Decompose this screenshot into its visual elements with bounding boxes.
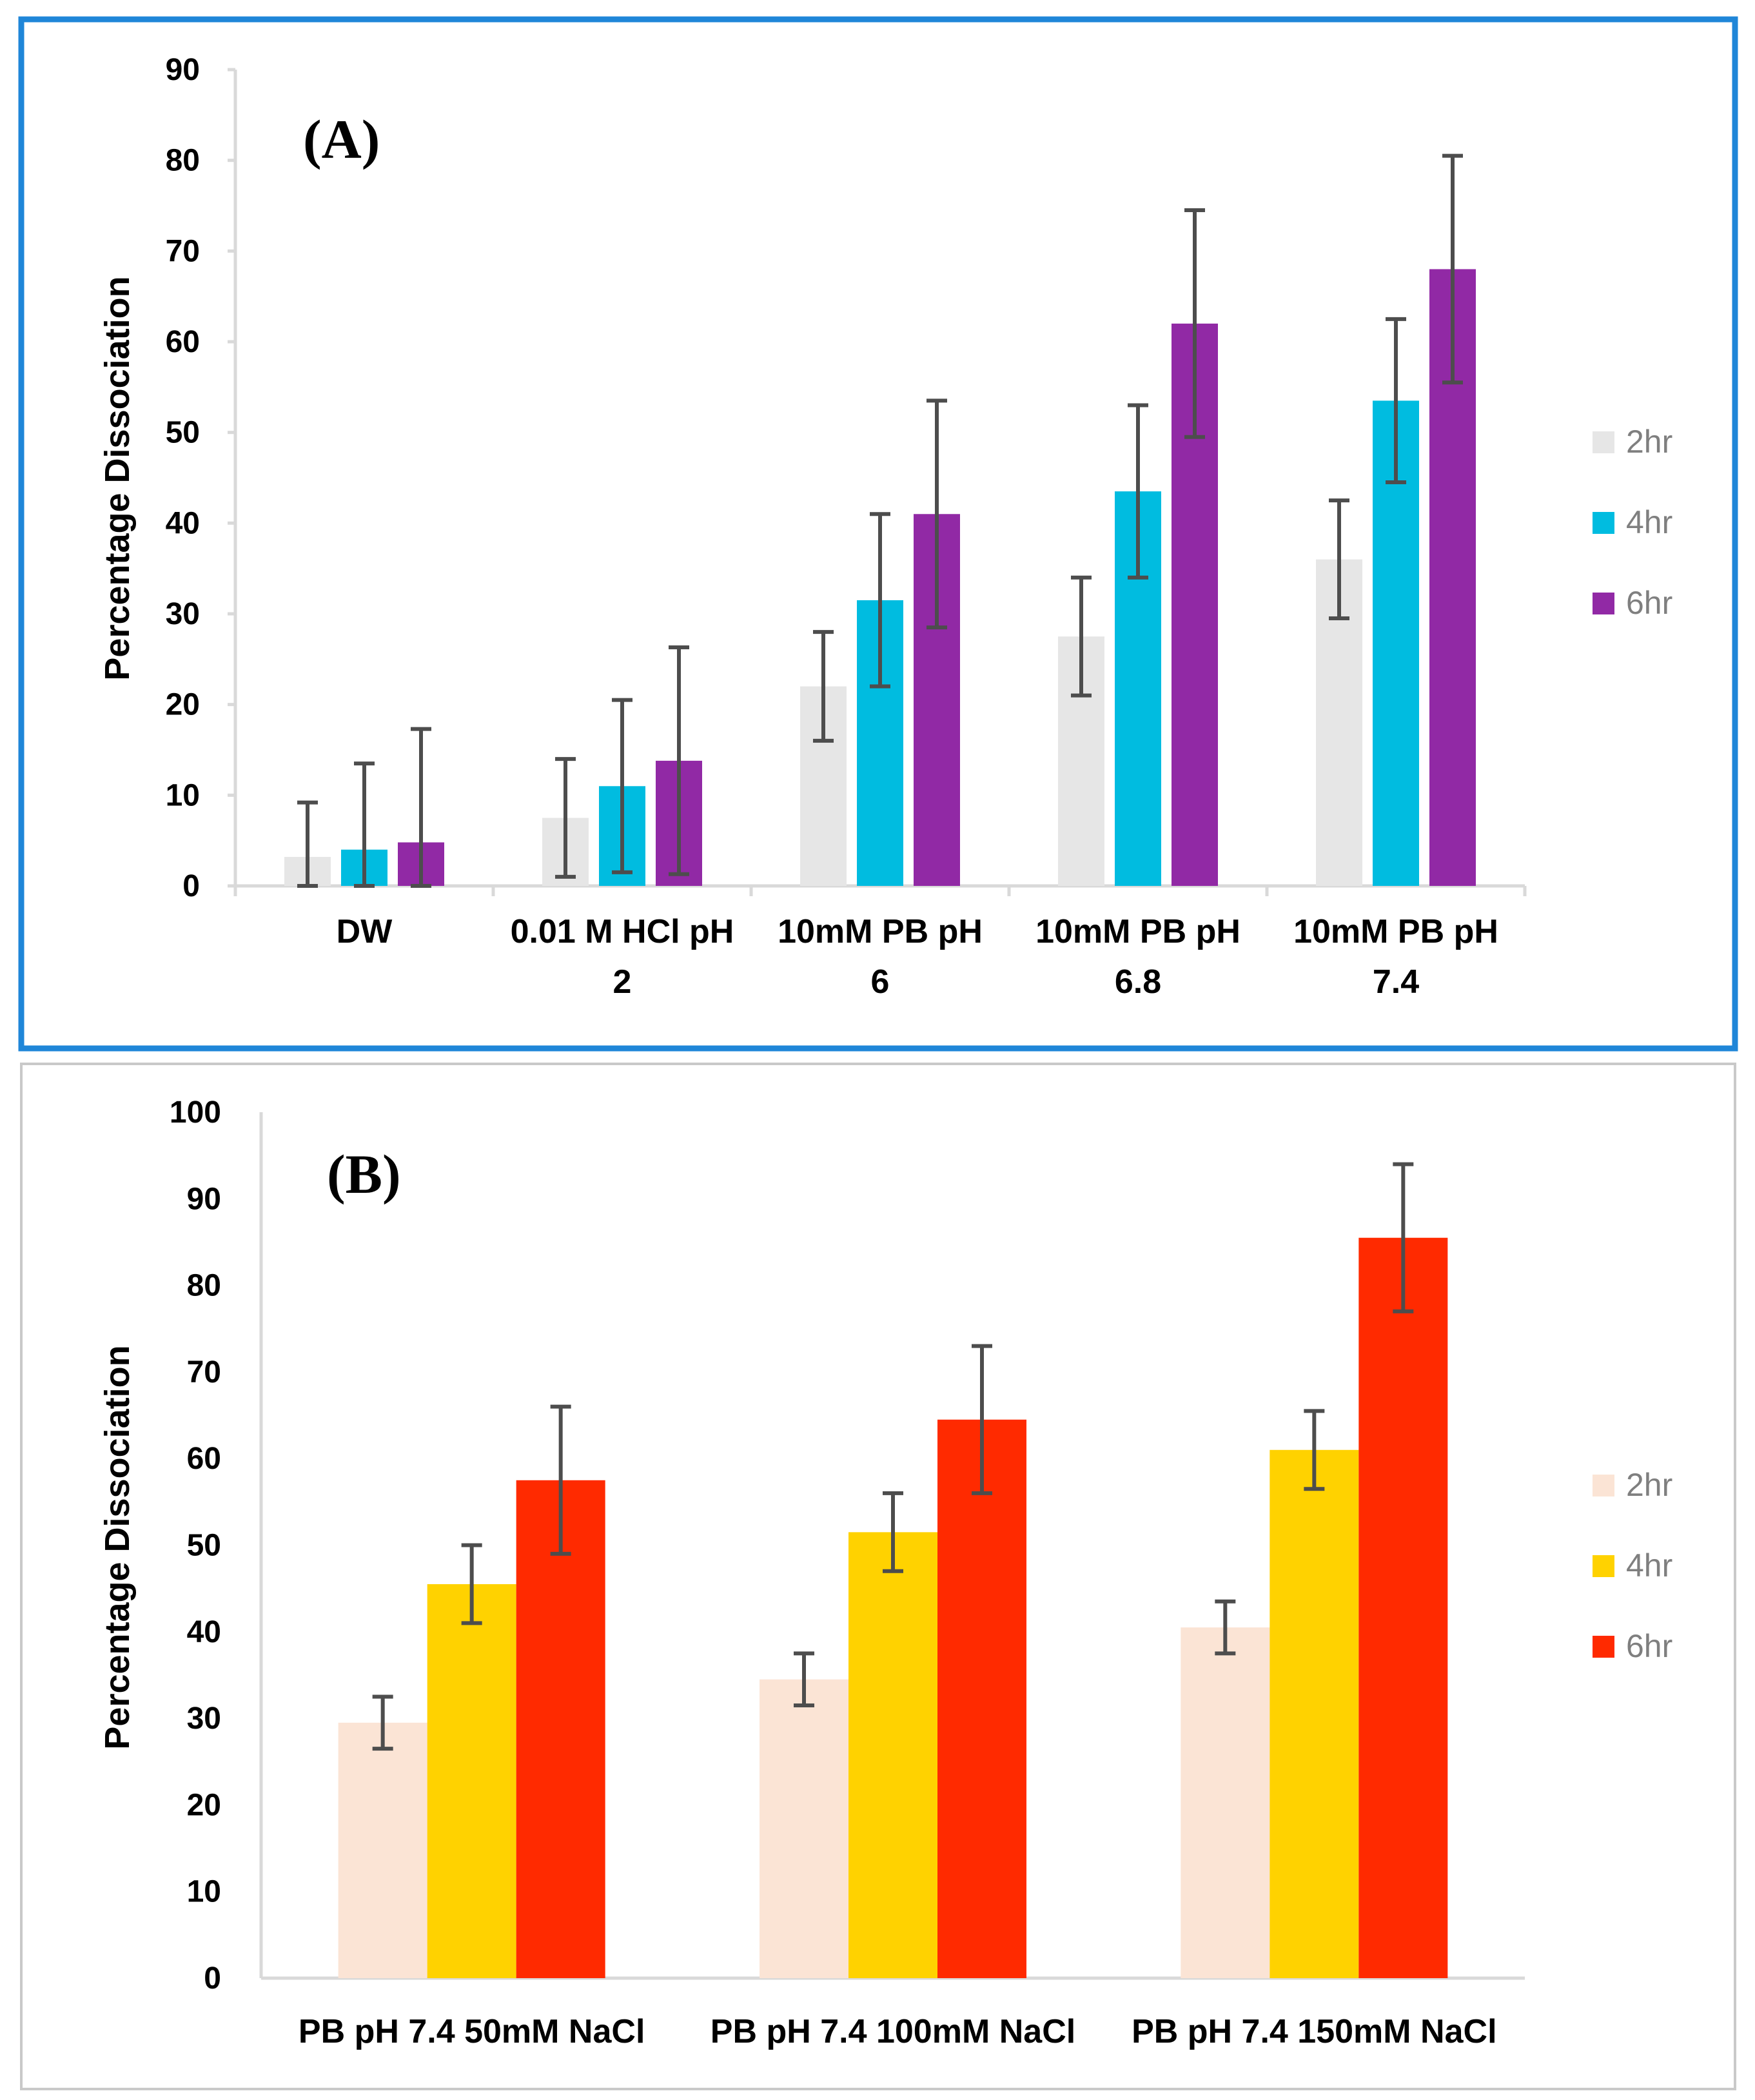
y-tick-label: 70 [187, 1355, 221, 1389]
x-category-label: 10mM PB pH [778, 913, 983, 950]
y-tick-label: 60 [166, 325, 200, 359]
x-category-label: 2 [613, 963, 632, 1001]
legend-swatch-4hr [1593, 1555, 1614, 1577]
bar-4hr-1 [427, 1584, 516, 1978]
bar-6hr-2 [937, 1419, 1026, 1978]
legend-label-4hr: 4hr [1626, 1547, 1672, 1584]
x-category-label: 6 [871, 963, 890, 1001]
legend-label-4hr: 4hr [1626, 504, 1672, 540]
y-tick-label: 80 [187, 1269, 221, 1303]
x-category-label: 10mM PB pH [1293, 913, 1498, 950]
y-tick-label: 40 [187, 1615, 221, 1649]
y-tick-label: 90 [166, 53, 200, 87]
y-tick-label: 0 [204, 1961, 221, 1996]
y-tick-label: 10 [187, 1875, 221, 1909]
bar-6hr-3 [1358, 1237, 1448, 1978]
y-tick-label: 20 [187, 1788, 221, 1822]
legend-label-6hr: 6hr [1626, 1628, 1672, 1664]
legend-label-6hr: 6hr [1626, 585, 1672, 621]
y-tick-label: 30 [187, 1702, 221, 1736]
chart-a: 0 10 20 30 40 50 60 70 80 90 DW 0.01 M HCl pH 2 10mM … [98, 53, 1672, 1001]
y-tick-label: 0 [182, 869, 200, 903]
bar-2hr-1 [338, 1722, 427, 1978]
legend-swatch-6hr [1593, 1636, 1614, 1658]
y-tick-label: 10 [166, 778, 200, 812]
panel-label: (B) [327, 1143, 401, 1205]
x-category-label: 6.8 [1115, 963, 1161, 1001]
panel-label: (A) [303, 108, 380, 170]
x-category-label: PB pH 7.4 50mM NaCl [299, 2013, 645, 2050]
y-tick-label: 90 [187, 1182, 221, 1216]
bar-2hr-2 [760, 1679, 848, 1978]
bar-4hr-3 [1270, 1449, 1359, 1978]
y-tick-label: 60 [187, 1442, 221, 1476]
legend-label-2hr: 2hr [1626, 424, 1672, 460]
y-tick-label: 70 [166, 234, 200, 268]
x-category-label: DW [337, 913, 393, 950]
y-tick-label: 20 [166, 688, 200, 722]
bar-6hr-1 [516, 1480, 605, 1978]
legend-label-2hr: 2hr [1626, 1467, 1672, 1503]
y-tick-label: 40 [166, 506, 200, 540]
bar-4hr-2 [848, 1532, 937, 1978]
y-tick-label: 50 [166, 416, 200, 450]
chart-b: 0 10 20 30 40 50 60 70 80 90 100 PB pH 7.4 50mM NaC… [98, 1095, 1672, 2050]
legend-swatch-2hr [1593, 1475, 1614, 1496]
y-tick-label: 80 [166, 144, 200, 178]
y-tick-label: 100 [170, 1095, 221, 1130]
y-axis-title: Percentage Dissociation [98, 1345, 137, 1749]
y-axis-title: Percentage Dissociation [98, 276, 137, 680]
legend-swatch-4hr [1593, 512, 1614, 534]
x-category-label: 0.01 M HCl pH [511, 913, 734, 950]
y-tick-label: 50 [187, 1529, 221, 1563]
bar-2hr-3 [1181, 1627, 1270, 1978]
x-category-label: PB pH 7.4 150mM NaCl [1132, 2013, 1496, 2050]
x-category-label: 10mM PB pH [1035, 913, 1240, 950]
legend-swatch-2hr [1593, 431, 1614, 453]
legend-swatch-6hr [1593, 593, 1614, 614]
x-category-label: PB pH 7.4 100mM NaCl [711, 2013, 1075, 2050]
y-tick-label: 30 [166, 597, 200, 631]
x-category-label: 7.4 [1373, 963, 1419, 1001]
